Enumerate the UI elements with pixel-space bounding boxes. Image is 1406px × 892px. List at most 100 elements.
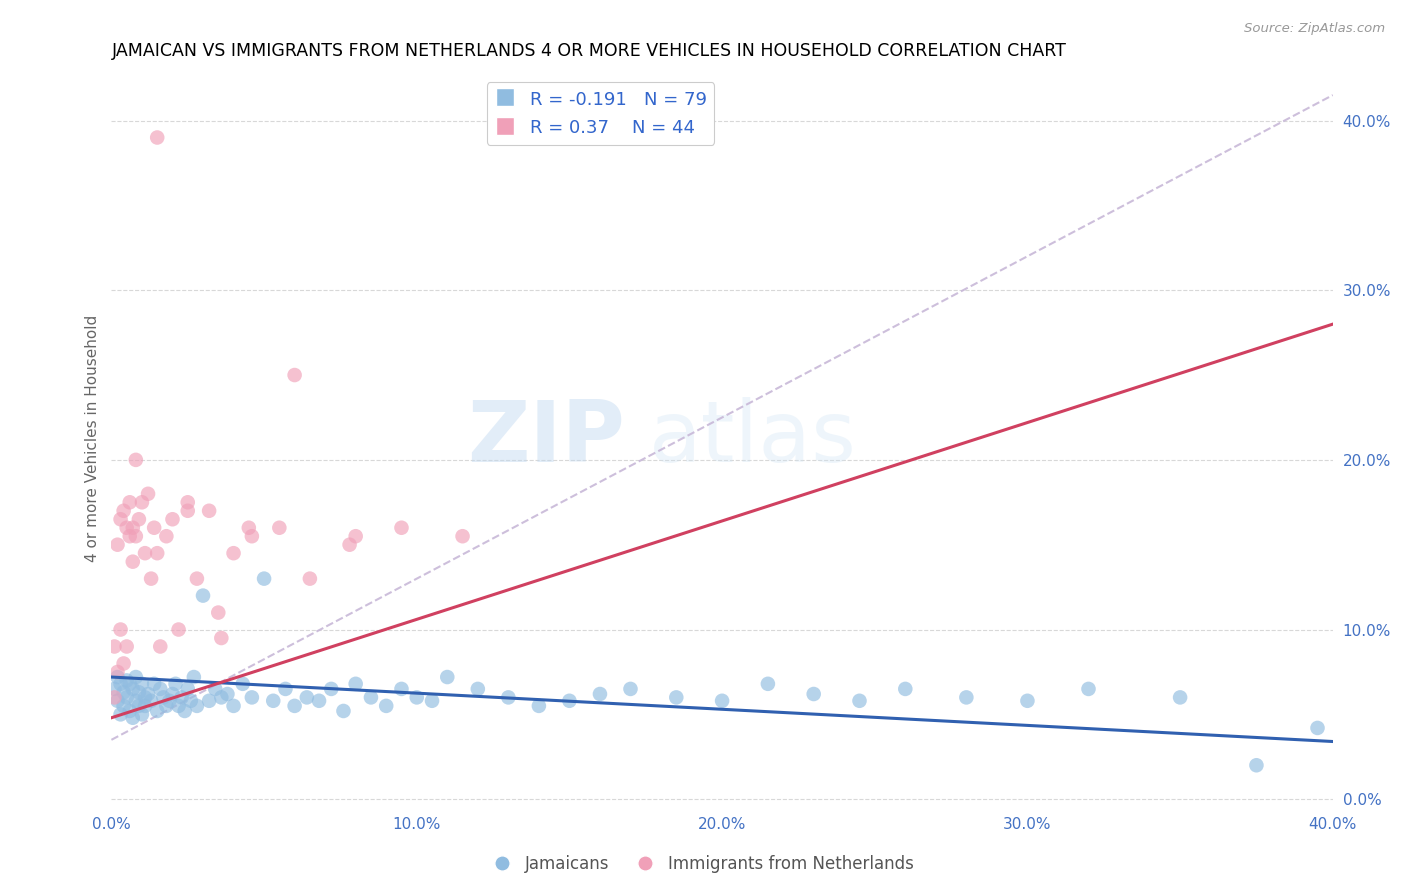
Point bbox=[467, 681, 489, 696]
Point bbox=[253, 572, 276, 586]
Point bbox=[405, 690, 427, 705]
Point bbox=[118, 529, 141, 543]
Point bbox=[112, 685, 135, 699]
Point bbox=[115, 673, 138, 688]
Point bbox=[103, 640, 125, 654]
Point bbox=[375, 698, 398, 713]
Point bbox=[165, 677, 187, 691]
Point bbox=[420, 694, 443, 708]
Point bbox=[131, 707, 153, 722]
Point bbox=[344, 529, 367, 543]
Point bbox=[274, 681, 297, 696]
Point bbox=[186, 572, 208, 586]
Point bbox=[110, 512, 132, 526]
Point bbox=[209, 631, 232, 645]
Point bbox=[1017, 694, 1039, 708]
Point bbox=[360, 690, 382, 705]
Point bbox=[143, 521, 166, 535]
Point bbox=[170, 690, 193, 705]
Point bbox=[451, 529, 474, 543]
Point bbox=[121, 555, 143, 569]
Point bbox=[112, 698, 135, 713]
Point bbox=[619, 681, 641, 696]
Point bbox=[125, 453, 148, 467]
Point bbox=[134, 546, 156, 560]
Point bbox=[118, 704, 141, 718]
Point bbox=[131, 495, 153, 509]
Point bbox=[222, 698, 245, 713]
Point bbox=[232, 677, 254, 691]
Point bbox=[155, 529, 177, 543]
Point bbox=[186, 698, 208, 713]
Point bbox=[146, 130, 169, 145]
Point bbox=[115, 690, 138, 705]
Point bbox=[103, 681, 125, 696]
Point bbox=[391, 521, 413, 535]
Point bbox=[173, 704, 195, 718]
Point bbox=[240, 690, 263, 705]
Text: JAMAICAN VS IMMIGRANTS FROM NETHERLANDS 4 OR MORE VEHICLES IN HOUSEHOLD CORRELAT: JAMAICAN VS IMMIGRANTS FROM NETHERLANDS … bbox=[111, 42, 1066, 60]
Point bbox=[155, 698, 177, 713]
Point bbox=[191, 589, 214, 603]
Point bbox=[115, 640, 138, 654]
Point bbox=[1077, 681, 1099, 696]
Point bbox=[298, 572, 321, 586]
Point bbox=[183, 670, 205, 684]
Point bbox=[295, 690, 318, 705]
Point bbox=[391, 681, 413, 696]
Point bbox=[125, 670, 148, 684]
Point bbox=[128, 685, 150, 699]
Point bbox=[209, 690, 232, 705]
Point bbox=[436, 670, 458, 684]
Text: ZIP: ZIP bbox=[467, 397, 624, 480]
Point bbox=[143, 677, 166, 691]
Point bbox=[139, 694, 162, 708]
Point bbox=[162, 687, 184, 701]
Point bbox=[112, 657, 135, 671]
Point bbox=[162, 512, 184, 526]
Point bbox=[848, 694, 870, 708]
Point bbox=[112, 504, 135, 518]
Point bbox=[107, 538, 129, 552]
Point bbox=[321, 681, 343, 696]
Point bbox=[527, 698, 550, 713]
Legend: R = -0.191   N = 79, R = 0.37    N = 44: R = -0.191 N = 79, R = 0.37 N = 44 bbox=[486, 82, 714, 145]
Y-axis label: 4 or more Vehicles in Household: 4 or more Vehicles in Household bbox=[86, 315, 100, 562]
Point bbox=[121, 711, 143, 725]
Point bbox=[1306, 721, 1329, 735]
Point bbox=[177, 681, 200, 696]
Point bbox=[167, 698, 190, 713]
Point bbox=[159, 694, 181, 708]
Point bbox=[118, 495, 141, 509]
Point bbox=[955, 690, 977, 705]
Point bbox=[711, 694, 734, 708]
Point bbox=[332, 704, 354, 718]
Point bbox=[125, 529, 148, 543]
Point bbox=[125, 694, 148, 708]
Point bbox=[177, 495, 200, 509]
Point bbox=[198, 694, 221, 708]
Point bbox=[339, 538, 361, 552]
Point bbox=[284, 368, 307, 382]
Point bbox=[198, 504, 221, 518]
Text: Source: ZipAtlas.com: Source: ZipAtlas.com bbox=[1244, 22, 1385, 36]
Point bbox=[118, 677, 141, 691]
Point bbox=[103, 690, 125, 705]
Point bbox=[149, 640, 172, 654]
Point bbox=[121, 681, 143, 696]
Point bbox=[146, 546, 169, 560]
Point bbox=[344, 677, 367, 691]
Point bbox=[665, 690, 688, 705]
Point bbox=[558, 694, 581, 708]
Point bbox=[139, 572, 162, 586]
Point bbox=[136, 687, 159, 701]
Point bbox=[128, 512, 150, 526]
Point bbox=[146, 704, 169, 718]
Point bbox=[894, 681, 917, 696]
Point bbox=[110, 623, 132, 637]
Point bbox=[204, 681, 226, 696]
Point bbox=[149, 681, 172, 696]
Point bbox=[207, 606, 229, 620]
Point bbox=[180, 694, 202, 708]
Point bbox=[262, 694, 284, 708]
